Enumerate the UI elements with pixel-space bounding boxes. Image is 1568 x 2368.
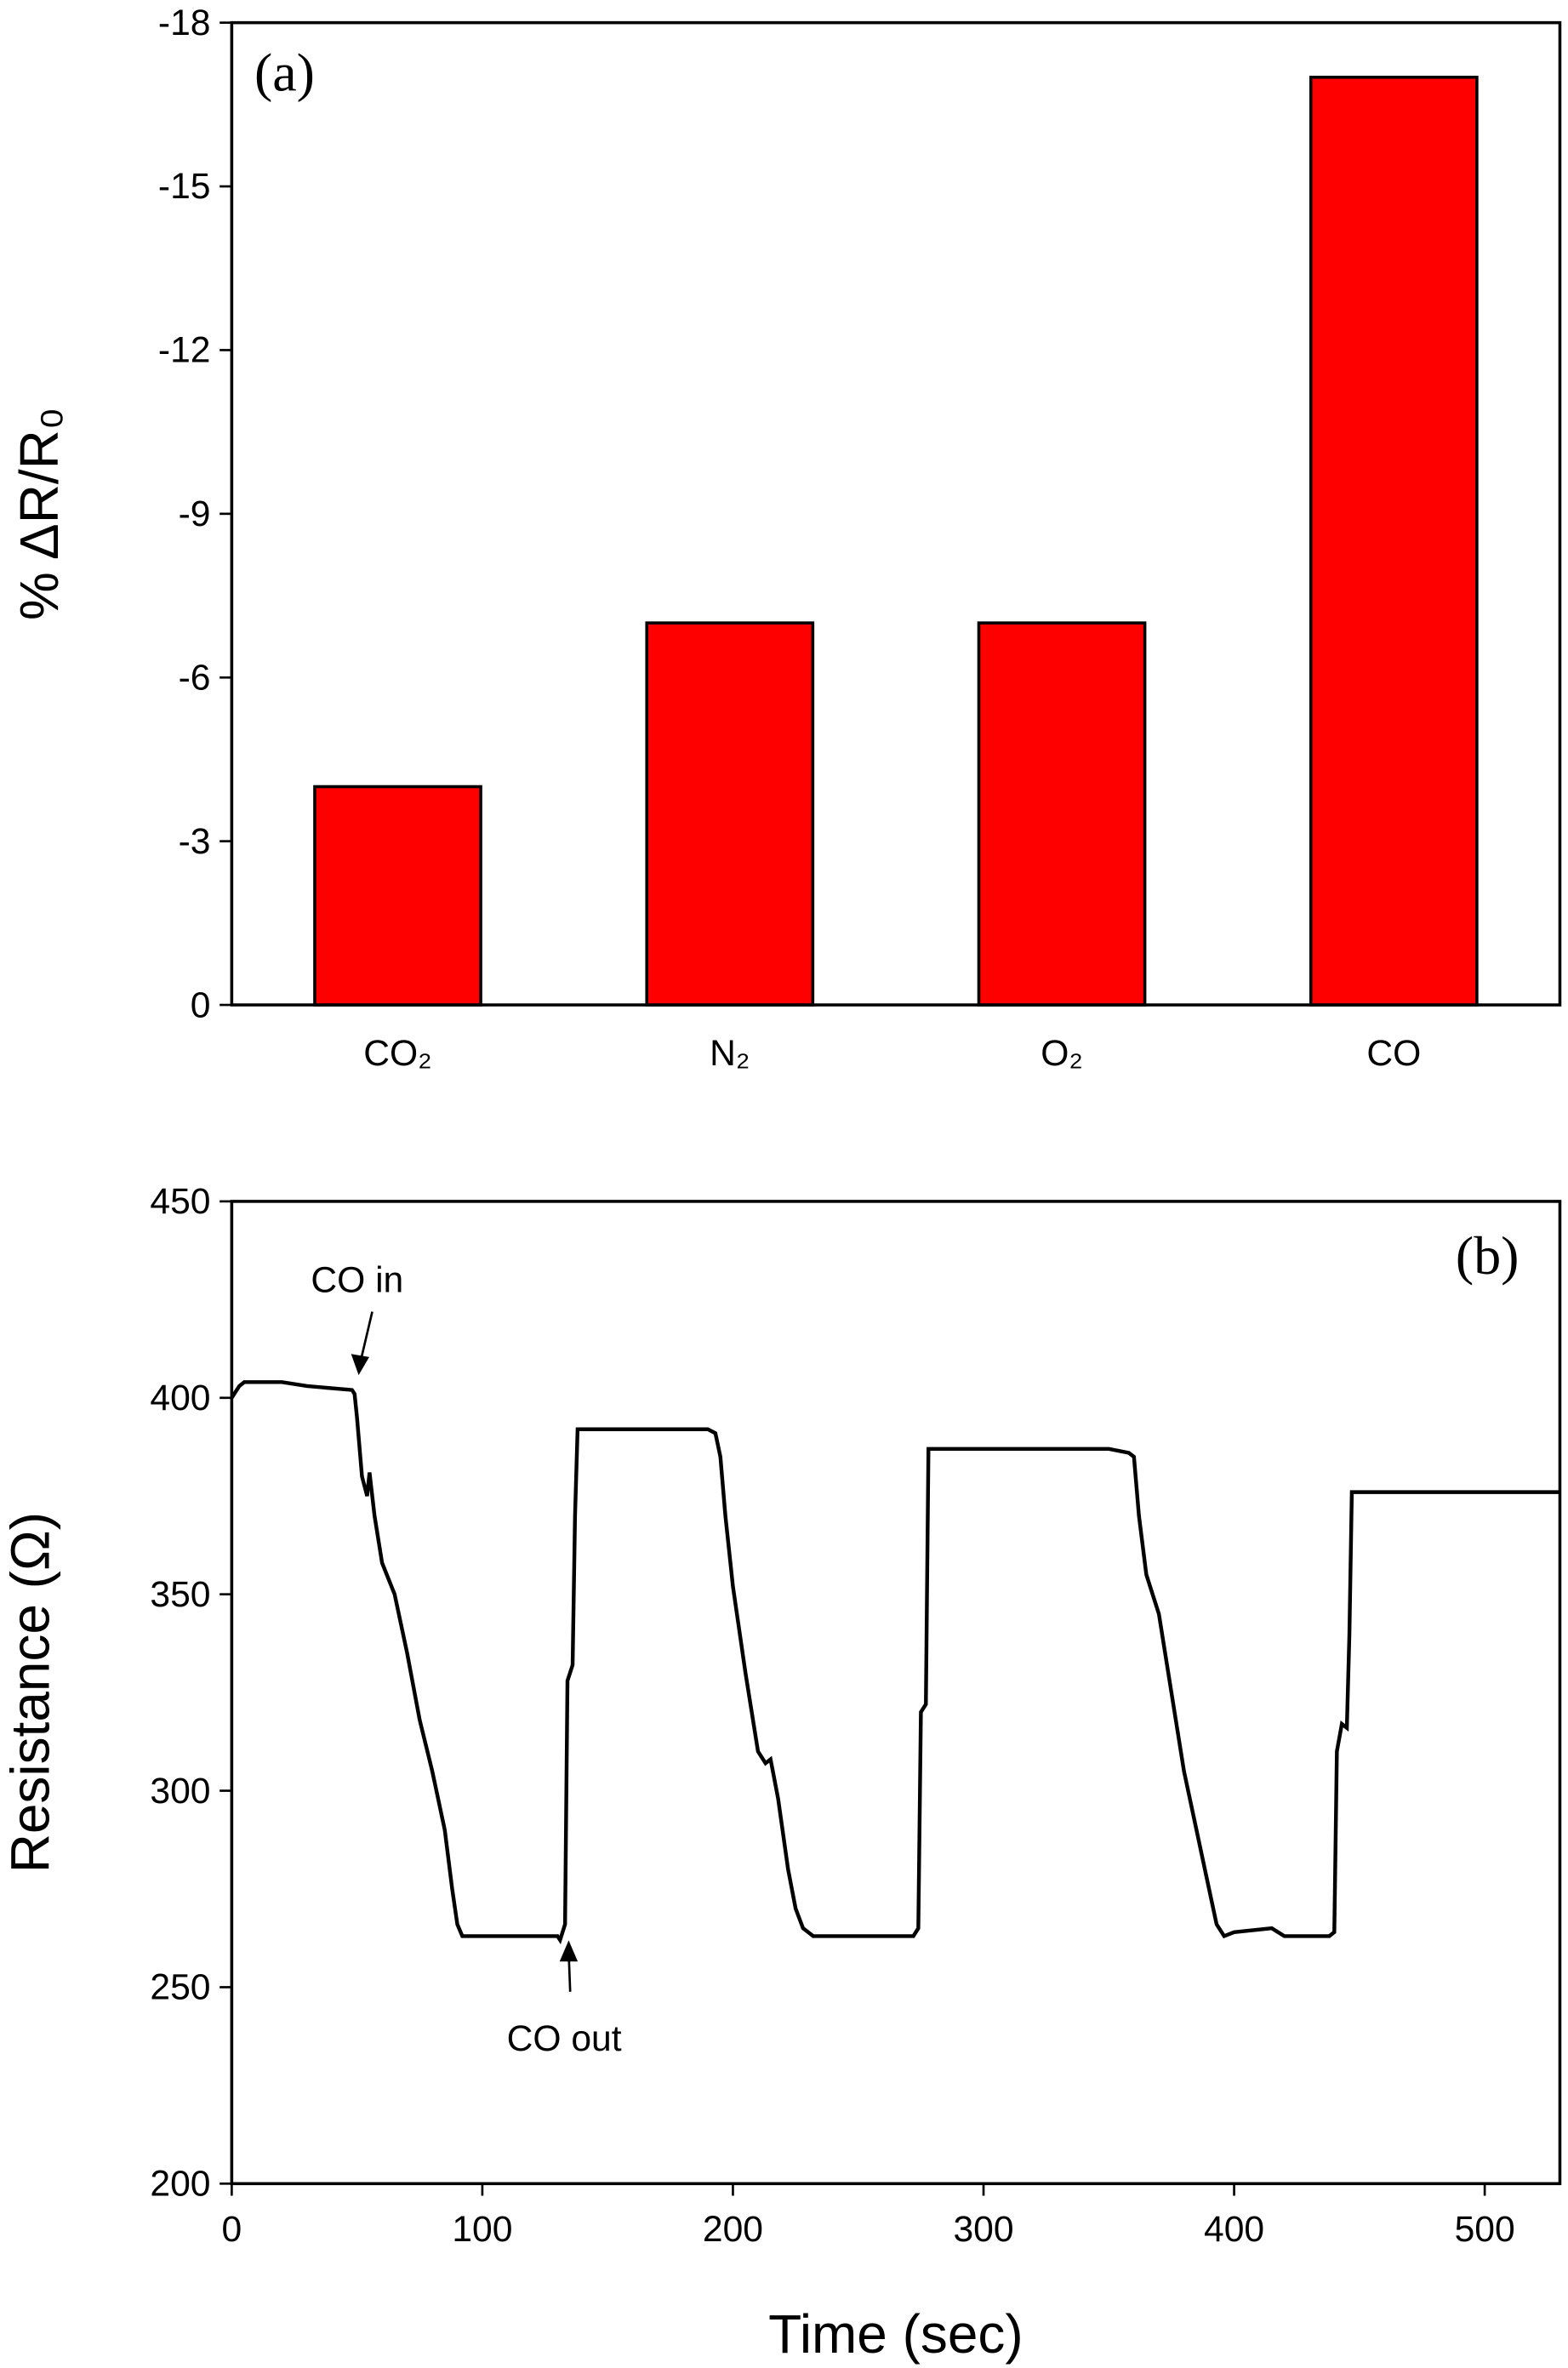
y-axis-title: % ΔR/R₀ [9,408,70,620]
x-tick-label: CO [1366,1033,1421,1074]
x-tick-label: 300 [953,2209,1013,2250]
arrow-head [559,1940,579,1962]
annotation: CO out [507,2018,622,2059]
arrow-head [351,1354,369,1376]
bar [645,621,815,1007]
line [230,1380,1560,1945]
y-tick-label: 0 [191,984,211,1025]
plot-frame [230,20,1562,1007]
y-tick-label: -3 [179,821,211,862]
annotation: CO in [311,1259,403,1300]
bar [977,621,1147,1007]
x-tick-label: 100 [452,2209,512,2250]
y-tick-label: 400 [150,1378,210,1418]
y-tick-label: 200 [150,2164,210,2205]
x-tick-label: N₂ [710,1033,750,1074]
y-tick-label: -15 [158,166,211,207]
y-tick-label: -9 [179,494,211,534]
x-tick-label: 500 [1455,2209,1515,2250]
y-tick-label: 350 [150,1574,210,1615]
y-tick-label: -18 [158,3,211,43]
y-tick-label: -6 [179,657,211,698]
x-axis-title: Time (sec) [768,2303,1023,2365]
plot-frame [230,1200,1562,2186]
bar [1309,75,1479,1007]
y-tick-label: 450 [150,1181,210,1222]
x-tick-label: 0 [222,2209,242,2250]
x-tick-label: O₂ [1041,1033,1083,1074]
y-tick-label: -12 [158,330,211,371]
y-tick-label: 250 [150,1967,210,2008]
x-tick-label: 400 [1204,2209,1264,2250]
panel-label: (b) [1456,1225,1520,1286]
x-tick-label: 200 [703,2209,763,2250]
x-tick-label: CO₂ [363,1033,431,1074]
bar [313,785,482,1007]
annotation-arrow [359,1311,373,1364]
panel-label: (a) [254,43,315,103]
y-axis-title: Resistance (Ω) [0,1512,60,1873]
y-tick-label: 300 [150,1771,210,1812]
